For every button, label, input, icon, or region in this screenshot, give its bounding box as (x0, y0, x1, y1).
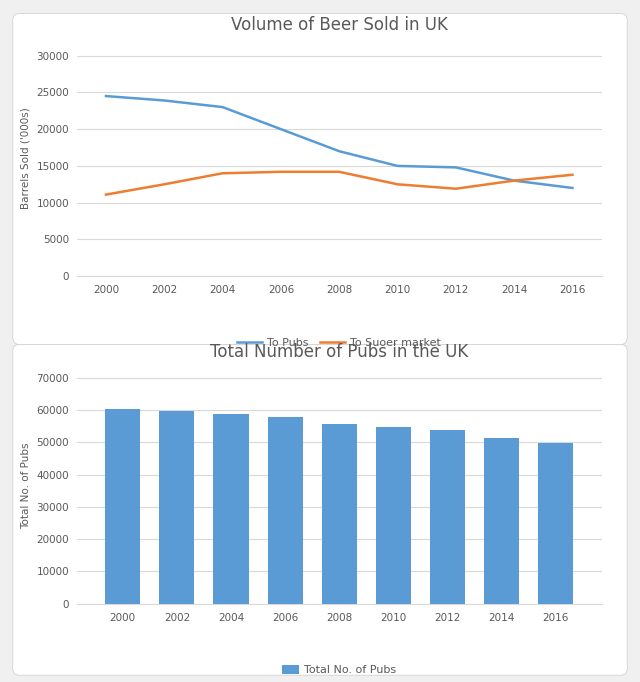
To Pubs (510, 177, 518, 185)
To Suoer market (102, 190, 110, 198)
To Suoer market (510, 177, 518, 185)
To Suoer market (452, 185, 460, 193)
Bar (538, 443, 573, 604)
Legend: To Pubs, To Suoer market: To Pubs, To Suoer market (233, 333, 445, 353)
Bar (105, 409, 140, 604)
To Suoer market (277, 168, 285, 176)
To Pubs (161, 96, 168, 104)
Line: To Suoer market: To Suoer market (106, 172, 572, 194)
Bar (268, 417, 303, 604)
Bar (159, 411, 195, 604)
To Suoer market (161, 180, 168, 188)
To Pubs (335, 147, 343, 155)
To Pubs (568, 184, 576, 192)
To Pubs (102, 92, 110, 100)
To Pubs (277, 125, 285, 133)
Bar (322, 424, 356, 604)
To Suoer market (568, 170, 576, 179)
Bar (430, 430, 465, 604)
Bar (376, 427, 411, 604)
To Pubs (219, 103, 227, 111)
Bar (213, 414, 248, 604)
To Pubs (394, 162, 401, 170)
To Suoer market (335, 168, 343, 176)
To Suoer market (394, 180, 401, 188)
Title: Total Number of Pubs in the UK: Total Number of Pubs in the UK (210, 343, 468, 361)
To Pubs (452, 163, 460, 171)
Y-axis label: Barrels Sold ('000s): Barrels Sold ('000s) (21, 108, 31, 209)
Legend: Total No. of Pubs: Total No. of Pubs (278, 661, 401, 680)
To Suoer market (219, 169, 227, 177)
Title: Volume of Beer Sold in UK: Volume of Beer Sold in UK (231, 16, 447, 34)
Line: To Pubs: To Pubs (106, 96, 572, 188)
Bar (484, 438, 519, 604)
Y-axis label: Total No. of Pubs: Total No. of Pubs (21, 443, 31, 529)
